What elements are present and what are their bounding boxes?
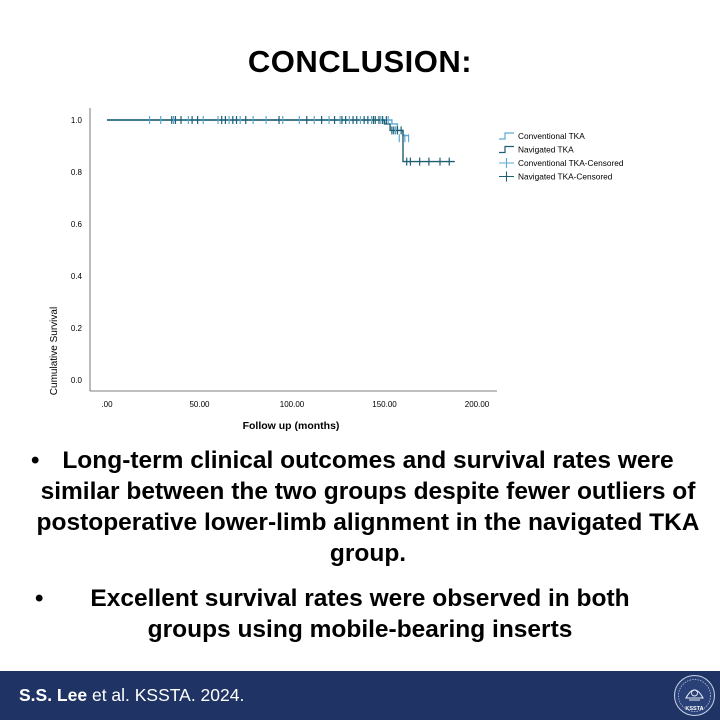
y-tick-label: 0.0: [71, 376, 83, 385]
x-tick-label: 200.00: [465, 400, 490, 409]
legend-label: Navigated TKA-Censored: [518, 172, 613, 182]
survival-curve-navigated-tka: [107, 119, 455, 163]
citation-authors: S.S. Lee: [19, 685, 88, 705]
legend-label: Navigated TKA: [518, 145, 574, 155]
citation: S.S. Lee et al. KSSTA. 2024.: [19, 685, 244, 706]
kaplan-meier-chart: 0.0 0.2 0.4 0.6 0.8 1.0 .00 50.00 100.00 150.00 2…: [49, 108, 624, 432]
x-axis-label: Follow up (months): [243, 420, 340, 432]
y-tick-label: 0.2: [71, 324, 83, 333]
bullet-item: • Long-term clinical outcomes and surviv…: [0, 445, 720, 569]
bullet-text: Excellent survival rates were observed i…: [90, 585, 630, 643]
x-tick-label: 100.00: [280, 400, 305, 409]
legend-swatch: [499, 158, 514, 168]
legend-label: Conventional TKA-Censored: [518, 158, 624, 168]
slide-title: CONCLUSION:: [247, 44, 473, 79]
survival-curve-conventional-tka: [107, 119, 409, 137]
legend-swatch: [499, 171, 514, 182]
y-tick-label: 0.4: [71, 272, 83, 281]
x-tick-labels: .00 50.00 100.00 150.00 200.00: [101, 400, 489, 409]
y-tick-label: 0.8: [71, 168, 83, 177]
bullet-item: • Excellent survival rates were observed…: [0, 583, 720, 645]
y-axis-label: Cumulative Survival: [49, 307, 60, 395]
conclusion-bullets: • Long-term clinical outcomes and surviv…: [0, 445, 720, 645]
legend-swatch: [499, 132, 514, 140]
footer-bar: S.S. Lee et al. KSSTA. 2024. KSSTA: [0, 671, 720, 720]
y-tick-label: 1.0: [71, 116, 83, 125]
chart-legend: Conventional TKA Navigated TKA Conventiona…: [499, 131, 624, 182]
bullet-dot: •: [31, 447, 40, 474]
citation-rest: et al. KSSTA. 2024.: [87, 685, 245, 705]
bullet-text: Long-term clinical outcomes and survival…: [36, 447, 700, 567]
x-tick-label: 150.00: [372, 400, 397, 409]
logo-text: KSSTA: [685, 706, 703, 712]
y-tick-label: 0.6: [71, 220, 83, 229]
chart-axes: [89, 108, 497, 392]
censor-marks: [148, 116, 450, 166]
y-tick-labels: 0.0 0.2 0.4 0.6 0.8 1.0: [71, 116, 83, 385]
survival-curves: [107, 119, 455, 163]
x-tick-label: .00: [101, 400, 113, 409]
legend-swatch: [499, 145, 514, 154]
kssta-logo-icon: KSSTA: [674, 675, 715, 716]
legend-label: Conventional TKA: [518, 131, 585, 141]
x-tick-label: 50.00: [189, 400, 210, 409]
bullet-dot: •: [35, 585, 44, 612]
